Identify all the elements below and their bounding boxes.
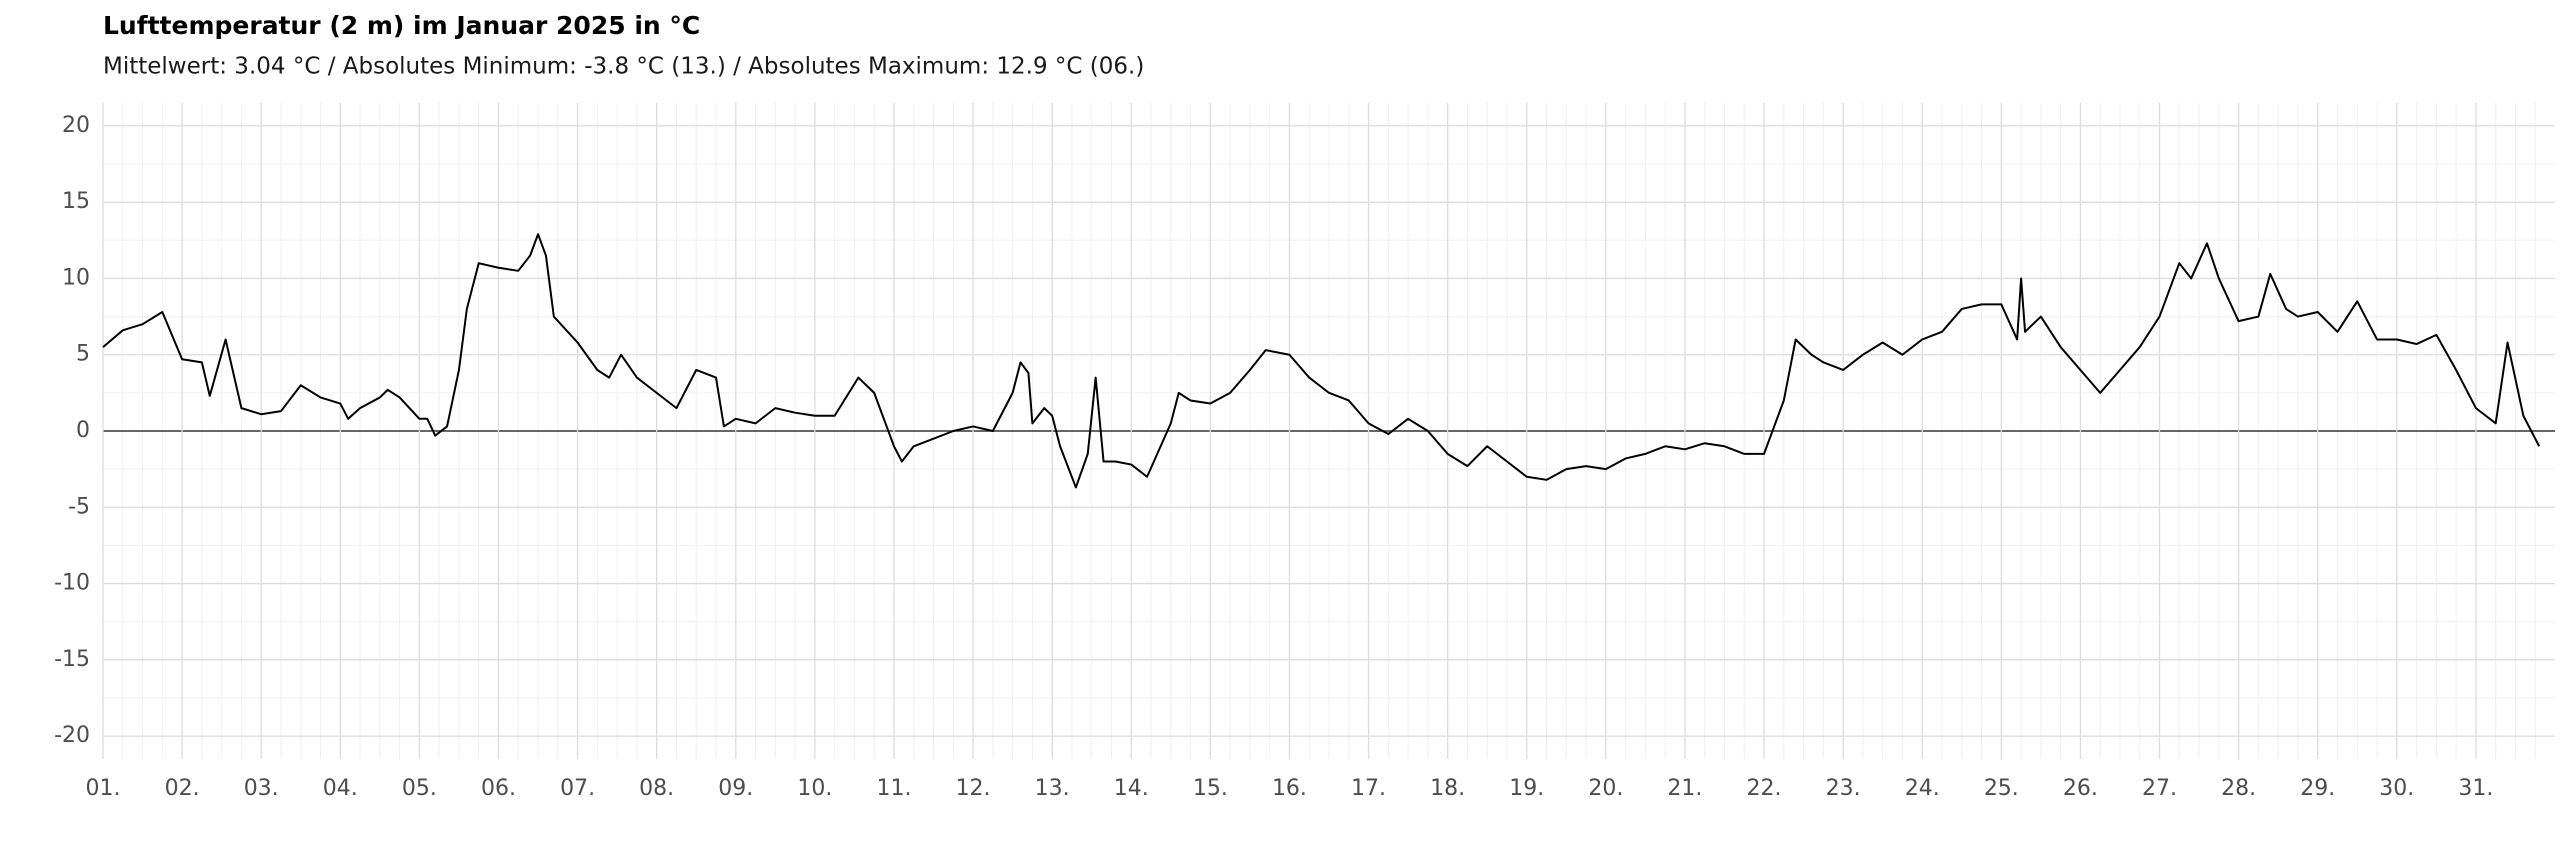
y-tick-label: -20 bbox=[54, 723, 90, 748]
temperature-line bbox=[102, 233, 2541, 489]
x-tick-label: 13. bbox=[1035, 776, 1070, 801]
x-tick-label: 03. bbox=[244, 776, 279, 801]
x-tick-label: 18. bbox=[1430, 776, 1465, 801]
x-tick-label: 09. bbox=[718, 776, 753, 801]
x-tick-label: 28. bbox=[2221, 776, 2256, 801]
x-tick-label: 19. bbox=[1509, 776, 1544, 801]
x-tick-label: 14. bbox=[1114, 776, 1149, 801]
y-tick-label: 15 bbox=[62, 189, 90, 214]
x-tick-label: 15. bbox=[1193, 776, 1228, 801]
x-tick-label: 20. bbox=[1588, 776, 1623, 801]
x-tick-label: 25. bbox=[1984, 776, 2019, 801]
x-tick-label: 17. bbox=[1351, 776, 1386, 801]
y-tick-label: -5 bbox=[68, 494, 90, 519]
x-tick-label: 06. bbox=[481, 776, 516, 801]
y-tick-label: 20 bbox=[62, 113, 90, 138]
x-tick-label: 23. bbox=[1826, 776, 1861, 801]
y-tick-label: -10 bbox=[54, 571, 90, 596]
y-tick-label: 0 bbox=[76, 418, 90, 443]
x-tick-label: 26. bbox=[2063, 776, 2098, 801]
x-tick-label: 04. bbox=[323, 776, 358, 801]
x-tick-label: 11. bbox=[876, 776, 911, 801]
x-tick-label: 27. bbox=[2142, 776, 2177, 801]
x-tick-label: 30. bbox=[2379, 776, 2414, 801]
x-tick-label: 22. bbox=[1747, 776, 1782, 801]
x-tick-label: 07. bbox=[560, 776, 595, 801]
x-tick-label: 29. bbox=[2300, 776, 2335, 801]
y-tick-label: 5 bbox=[76, 342, 90, 367]
x-tick-label: 16. bbox=[1272, 776, 1307, 801]
x-tick-label: 12. bbox=[956, 776, 991, 801]
x-tick-label: 24. bbox=[1905, 776, 1940, 801]
x-tick-label: 05. bbox=[402, 776, 437, 801]
x-tick-label: 08. bbox=[639, 776, 674, 801]
chart-subtitle: Mittelwert: 3.04 °C / Absolutes Minimum:… bbox=[103, 54, 1144, 80]
x-tick-label: 21. bbox=[1667, 776, 1702, 801]
y-tick-label: 10 bbox=[62, 265, 90, 290]
x-tick-label: 02. bbox=[165, 776, 200, 801]
x-tick-label: 10. bbox=[797, 776, 832, 801]
y-tick-label: -15 bbox=[54, 647, 90, 672]
chart-title: Lufttemperatur (2 m) im Januar 2025 in °… bbox=[103, 11, 700, 40]
x-tick-label: 31. bbox=[2458, 776, 2493, 801]
x-tick-label: 01. bbox=[86, 776, 121, 801]
